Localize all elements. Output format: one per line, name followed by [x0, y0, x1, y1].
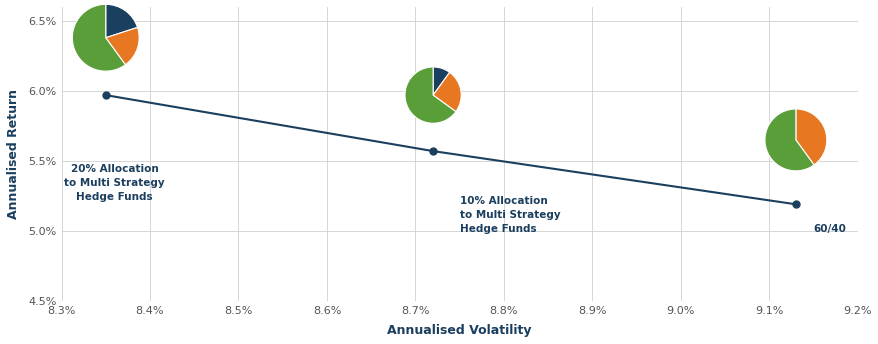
- Wedge shape: [433, 67, 450, 95]
- Y-axis label: Annualised Return: Annualised Return: [7, 89, 20, 219]
- Point: [788, 202, 802, 207]
- Text: 10% Allocation
to Multi Strategy
Hedge Funds: 10% Allocation to Multi Strategy Hedge F…: [459, 196, 559, 234]
- Wedge shape: [105, 28, 139, 65]
- Wedge shape: [405, 67, 456, 123]
- Text: 60/40: 60/40: [813, 224, 846, 234]
- Wedge shape: [433, 72, 461, 112]
- Point: [426, 148, 440, 154]
- Wedge shape: [105, 4, 137, 38]
- Text: 20% Allocation
to Multi Strategy
Hedge Funds: 20% Allocation to Multi Strategy Hedge F…: [64, 164, 165, 202]
- X-axis label: Annualised Volatility: Annualised Volatility: [387, 324, 531, 337]
- Wedge shape: [795, 109, 826, 165]
- Point: [98, 93, 112, 98]
- Wedge shape: [72, 4, 126, 71]
- Wedge shape: [764, 109, 813, 171]
